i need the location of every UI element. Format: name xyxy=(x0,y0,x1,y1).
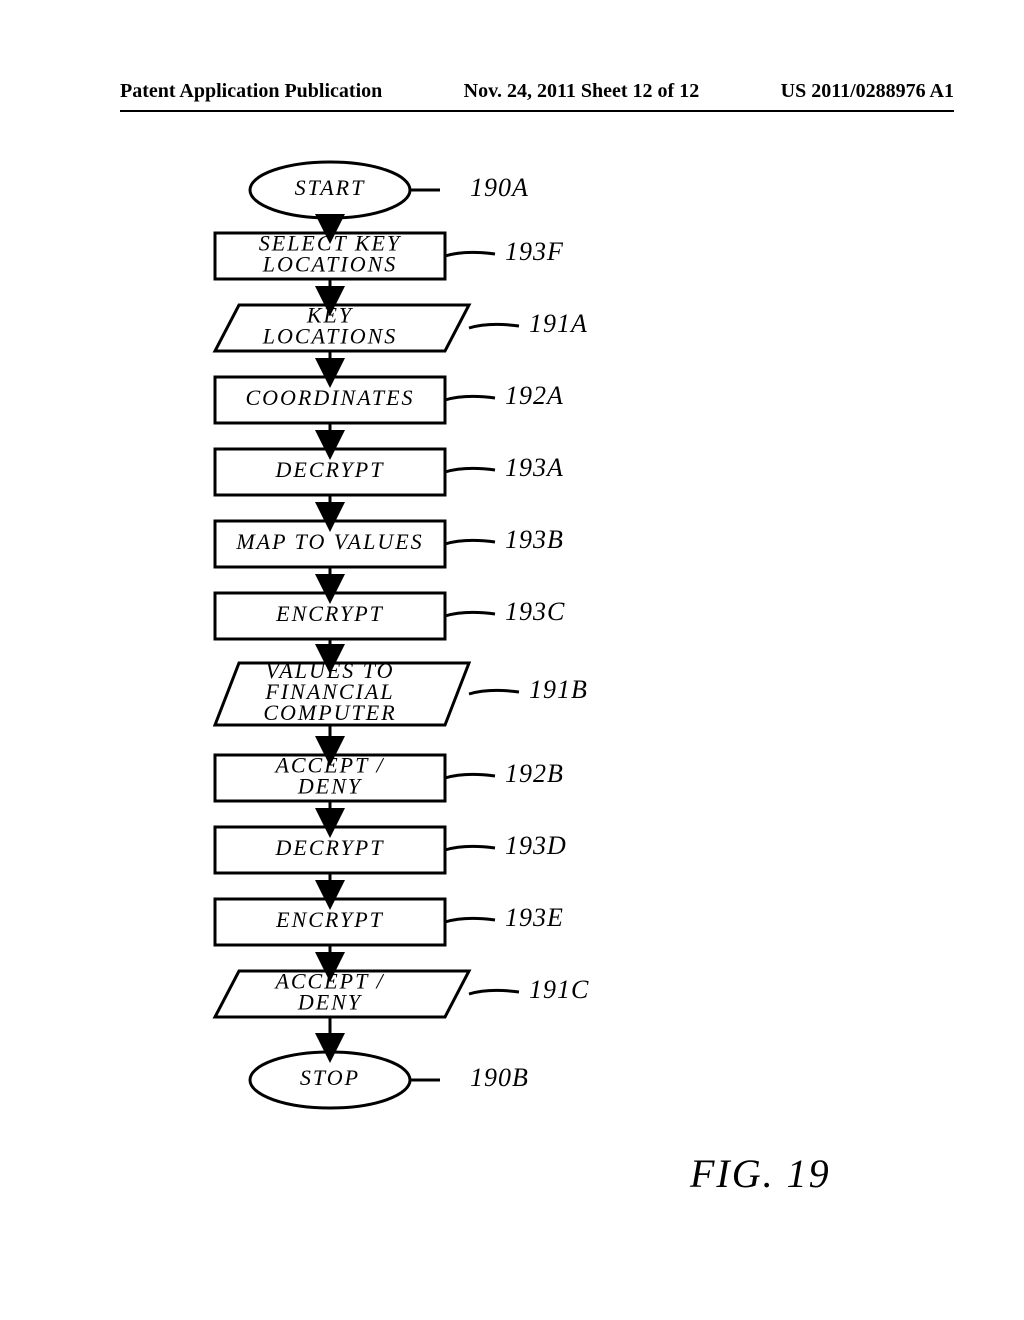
enc1-leader xyxy=(445,612,495,616)
figure-caption: FIG. 19 xyxy=(690,1150,831,1197)
start-label: START xyxy=(295,175,366,200)
map-leader xyxy=(445,540,495,544)
accden2-ref: 191C xyxy=(529,975,589,1004)
keyloc-leader xyxy=(469,324,519,328)
dec2-leader xyxy=(445,846,495,850)
keyloc-label: LOCATIONS xyxy=(262,323,398,348)
valfin-leader xyxy=(469,690,519,694)
enc2-leader xyxy=(445,918,495,922)
dec2-ref: 193D xyxy=(505,831,567,860)
selkey-label: LOCATIONS xyxy=(262,251,398,276)
selkey-ref: 193F xyxy=(505,237,564,266)
header-right: US 2011/0288976 A1 xyxy=(781,80,954,103)
page: Patent Application Publication Nov. 24, … xyxy=(0,0,1024,1320)
dec1-ref: 193A xyxy=(505,453,564,482)
valfin-ref: 191B xyxy=(529,675,588,704)
stop-label: STOP xyxy=(300,1065,360,1090)
coord-leader xyxy=(445,396,495,400)
map-ref: 193B xyxy=(505,525,564,554)
accden2-label: DENY xyxy=(297,989,363,1014)
enc1-label: ENCRYPT xyxy=(275,601,384,626)
accden2-leader xyxy=(469,990,519,994)
stop-ref: 190B xyxy=(470,1063,529,1092)
header-center: Nov. 24, 2011 Sheet 12 of 12 xyxy=(464,80,700,103)
flowchart-svg: STARTSELECT KEYLOCATIONSKEYLOCATIONSCOOR… xyxy=(180,160,840,1160)
accden1-label: DENY xyxy=(297,773,363,798)
start-ref: 190A xyxy=(470,173,529,202)
enc1-ref: 193C xyxy=(505,597,565,626)
accden1-ref: 192B xyxy=(505,759,564,788)
page-header: Patent Application Publication Nov. 24, … xyxy=(120,80,954,103)
dec2-label: DECRYPT xyxy=(275,835,385,860)
coord-ref: 192A xyxy=(505,381,564,410)
selkey-leader xyxy=(445,252,495,256)
keyloc-ref: 191A xyxy=(529,309,588,338)
flowchart: STARTSELECT KEYLOCATIONSKEYLOCATIONSCOOR… xyxy=(180,160,840,1260)
map-label: MAP TO VALUES xyxy=(235,529,423,554)
coord-label: COORDINATES xyxy=(245,385,414,410)
enc2-label: ENCRYPT xyxy=(275,907,384,932)
dec1-leader xyxy=(445,468,495,472)
dec1-label: DECRYPT xyxy=(275,457,385,482)
enc2-ref: 193E xyxy=(505,903,564,932)
accden1-leader xyxy=(445,774,495,778)
header-rule xyxy=(120,110,954,112)
header-left: Patent Application Publication xyxy=(120,80,382,103)
valfin-label: COMPUTER xyxy=(263,700,396,725)
